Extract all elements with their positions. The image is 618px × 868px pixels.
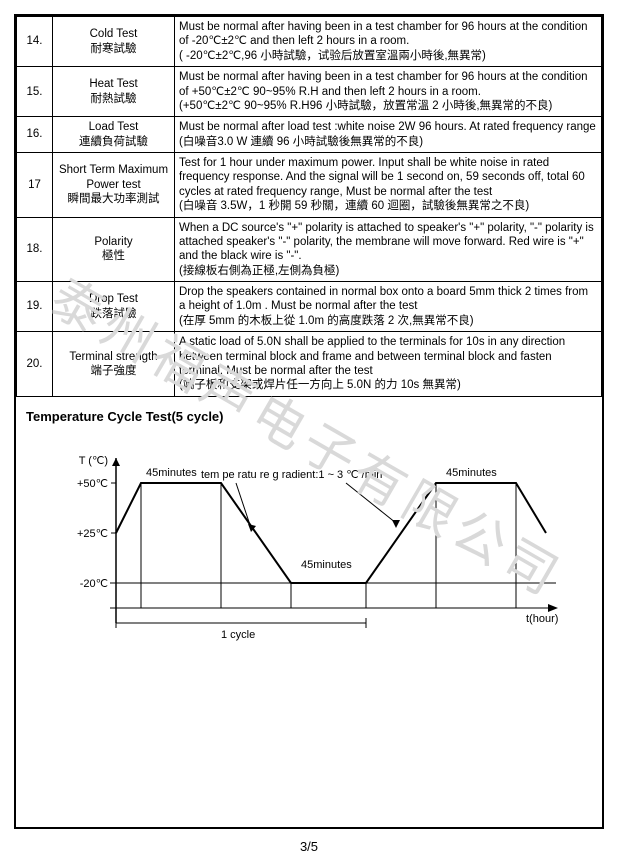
row-number: 14.	[17, 17, 53, 67]
svg-text:1 cycle: 1 cycle	[221, 629, 255, 641]
row-number: 15.	[17, 67, 53, 117]
temp-cycle-chart: T (℃) t(hour) +50℃ +25℃ -20℃ tem pe ratu re g…	[16, 430, 602, 668]
table-row: 17Short Term Maximum Power test瞬間最大功率測試T…	[17, 153, 602, 218]
test-description: Must be normal after having been in a te…	[175, 17, 602, 67]
table-row: 18.Polarity極性When a DC source's "+" pola…	[17, 217, 602, 282]
table-row: 20.Terminal strength端子強度A static load of…	[17, 332, 602, 397]
page-border: 14.Cold Test耐寒試驗Must be normal after hav…	[14, 14, 604, 829]
temp-cycle-title: Temperature Cycle Test(5 cycle)	[16, 397, 602, 430]
test-description: Test for 1 hour under maximum power. Inp…	[175, 153, 602, 218]
test-description: Drop the speakers contained in normal bo…	[175, 282, 602, 332]
row-number: 20.	[17, 332, 53, 397]
row-number: 19.	[17, 282, 53, 332]
chart-svg: T (℃) t(hour) +50℃ +25℃ -20℃ tem pe ratu re g…	[46, 438, 566, 658]
spec-table: 14.Cold Test耐寒試驗Must be normal after hav…	[16, 16, 602, 397]
svg-text:t(hour): t(hour)	[526, 613, 558, 625]
table-row: 14.Cold Test耐寒試驗Must be normal after hav…	[17, 17, 602, 67]
test-name: Terminal strength端子強度	[53, 332, 175, 397]
test-name: Load Test連續負荷試驗	[53, 117, 175, 153]
test-description: A static load of 5.0N shall be applied t…	[175, 332, 602, 397]
row-number: 16.	[17, 117, 53, 153]
svg-text:+25℃: +25℃	[77, 528, 108, 540]
test-name: Cold Test耐寒試驗	[53, 17, 175, 67]
svg-text:-20℃: -20℃	[80, 578, 108, 590]
svg-text:45minutes: 45minutes	[146, 467, 197, 479]
svg-text:T (℃): T (℃)	[79, 455, 108, 467]
svg-text:tem pe ratu re g radient:1 ~ 3: tem pe ratu re g radient:1 ~ 3 ℃ /min	[201, 469, 382, 481]
test-name: Heat Test耐熱試驗	[53, 67, 175, 117]
test-name: Polarity極性	[53, 217, 175, 282]
page-footer: 3/5	[14, 829, 604, 854]
svg-text:45minutes: 45minutes	[301, 559, 352, 571]
test-name: Drop Test跌落試驗	[53, 282, 175, 332]
svg-text:+50℃: +50℃	[77, 478, 108, 490]
table-row: 19.Drop Test跌落試驗Drop the speakers contai…	[17, 282, 602, 332]
test-name: Short Term Maximum Power test瞬間最大功率測試	[53, 153, 175, 218]
table-row: 16.Load Test連續負荷試驗Must be normal after l…	[17, 117, 602, 153]
test-description: Must be normal after load test :white no…	[175, 117, 602, 153]
row-number: 18.	[17, 217, 53, 282]
row-number: 17	[17, 153, 53, 218]
test-description: Must be normal after having been in a te…	[175, 67, 602, 117]
svg-text:45minutes: 45minutes	[446, 467, 497, 479]
table-row: 15.Heat Test耐熱試驗Must be normal after hav…	[17, 67, 602, 117]
test-description: When a DC source's "+" polarity is attac…	[175, 217, 602, 282]
